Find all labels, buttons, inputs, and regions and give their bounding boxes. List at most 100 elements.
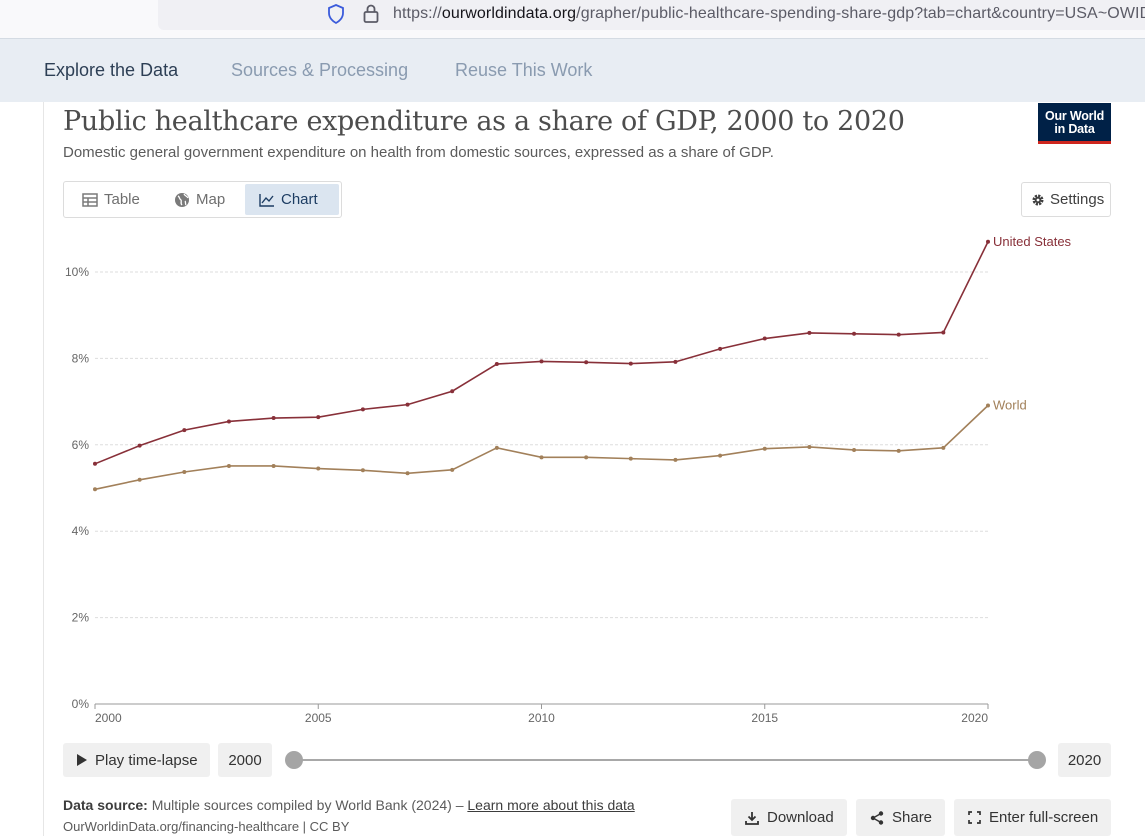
fullscreen-button[interactable]: Enter full-screen (954, 799, 1111, 836)
chart-series: United States World (93, 234, 1072, 492)
data-point-united-states-2012[interactable] (628, 361, 633, 366)
owid-logo[interactable]: Our World in Data (1038, 103, 1111, 144)
source-label: Data source: (63, 797, 148, 813)
series-label-united-states[interactable]: United States (993, 234, 1072, 249)
x-tick-label-2010: 2010 (528, 711, 555, 725)
url-text[interactable]: https://ourworldindata.org/grapher/publi… (393, 5, 1145, 22)
play-label: Play time-lapse (95, 751, 198, 769)
data-point-world-2005[interactable] (316, 466, 321, 471)
data-point-united-states-2016[interactable] (807, 330, 812, 335)
address-field[interactable]: https://ourworldindata.org/grapher/publi… (158, 0, 1145, 30)
data-point-united-states-2000[interactable] (93, 461, 97, 466)
shield-icon[interactable] (327, 4, 345, 24)
series-line-united-states[interactable] (94, 241, 989, 465)
series-line-world[interactable] (94, 404, 989, 491)
chart-title: Public healthcare expenditure as a share… (63, 106, 905, 137)
data-point-world-2014[interactable] (718, 453, 723, 458)
source-text: Multiple sources compiled by World Bank … (151, 797, 468, 813)
data-point-world-2000[interactable] (93, 487, 97, 492)
share-button[interactable]: Share (856, 799, 945, 836)
learn-more-link[interactable]: Learn more about this data (467, 797, 635, 813)
chart-subtitle: Domestic general government expenditure … (63, 144, 774, 161)
download-button[interactable]: Download (731, 799, 847, 836)
data-point-united-states-2015[interactable] (762, 336, 767, 341)
data-point-world-2004[interactable] (271, 463, 276, 468)
lock-icon[interactable] (362, 3, 380, 24)
data-point-world-2003[interactable] (226, 463, 231, 468)
data-point-world-2011[interactable] (584, 455, 589, 460)
play-timelapse-button[interactable]: Play time-lapse (63, 743, 210, 777)
x-tick-label-2020: 2020 (961, 711, 988, 725)
tab-chart[interactable]: Chart (245, 184, 339, 215)
data-point-world-2015[interactable] (762, 446, 767, 451)
data-point-united-states-2005[interactable] (316, 415, 321, 420)
data-point-united-states-2018[interactable] (896, 332, 901, 337)
page-tab-bar: Explore the Data Sources & Processing Re… (0, 38, 1145, 102)
x-tick-label-2015: 2015 (751, 711, 778, 725)
series-label-world[interactable]: World (993, 397, 1027, 412)
start-year-box[interactable]: 2000 (218, 743, 272, 777)
data-source: Data source: Multiple sources compiled b… (63, 797, 635, 813)
data-point-united-states-2007[interactable] (405, 402, 410, 407)
data-point-united-states-2009[interactable] (494, 362, 499, 367)
grapher-frame (43, 102, 1145, 836)
tab-chart-label: Chart (281, 191, 318, 208)
data-point-united-states-2003[interactable] (226, 419, 231, 424)
data-point-world-2007[interactable] (405, 471, 410, 476)
attribution: OurWorldinData.org/financing-healthcare … (63, 819, 350, 834)
data-point-united-states-2019[interactable] (941, 330, 946, 335)
chart-grid (95, 271, 988, 619)
chart-axes: 0% 2% 4% 6% 8% 10% 2000 2005 2010 2015 2020 (65, 265, 989, 725)
data-point-united-states-2001[interactable] (137, 443, 142, 448)
line-chart-icon (259, 193, 274, 207)
table-icon (82, 192, 98, 207)
data-point-world-2009[interactable] (494, 445, 499, 450)
data-point-united-states-2017[interactable] (852, 331, 857, 336)
timeline-slider-track[interactable] (294, 759, 1037, 761)
data-point-world-2017[interactable] (852, 447, 857, 452)
play-icon (77, 754, 87, 766)
y-tick-label-2: 2% (72, 611, 90, 625)
logo-line-1: Our World (1044, 109, 1105, 123)
fullscreen-label: Enter full-screen (989, 809, 1099, 826)
data-point-united-states-2004[interactable] (271, 416, 276, 421)
data-point-world-2020[interactable] (986, 403, 990, 408)
tab-map[interactable]: Map (160, 184, 239, 215)
x-tick-label-2000: 2000 (95, 711, 122, 725)
timeline-start-handle[interactable] (285, 751, 303, 769)
tab-table-label: Table (104, 191, 140, 208)
view-tab-group: Table Map Chart (63, 181, 342, 218)
tab-reuse-this-work[interactable]: Reuse This Work (455, 60, 593, 80)
y-tick-label-10: 10% (65, 265, 89, 279)
timeline-end-handle[interactable] (1028, 751, 1046, 769)
end-year-box[interactable]: 2020 (1058, 743, 1111, 777)
data-point-world-2001[interactable] (137, 477, 142, 482)
tab-explore-the-data[interactable]: Explore the Data (44, 60, 179, 80)
data-point-world-2006[interactable] (360, 468, 365, 473)
tab-sources-processing[interactable]: Sources & Processing (231, 60, 409, 80)
expand-icon (968, 811, 981, 824)
data-point-united-states-2011[interactable] (584, 360, 589, 365)
data-point-world-2008[interactable] (450, 467, 455, 472)
y-tick-label-8: 8% (72, 351, 90, 365)
data-point-world-2019[interactable] (941, 445, 946, 450)
data-point-united-states-2002[interactable] (182, 428, 187, 433)
data-point-united-states-2008[interactable] (450, 389, 455, 394)
download-icon (745, 811, 759, 825)
data-point-world-2016[interactable] (807, 444, 812, 449)
data-point-united-states-2014[interactable] (718, 346, 723, 351)
data-point-world-2013[interactable] (673, 457, 678, 462)
data-point-world-2010[interactable] (539, 455, 544, 460)
data-point-united-states-2006[interactable] (360, 407, 365, 412)
y-tick-label-4: 4% (72, 524, 90, 538)
line-chart: 0% 2% 4% 6% 8% 10% 2000 2005 2010 2015 2020 United… (65, 234, 1072, 725)
data-point-united-states-2010[interactable] (539, 359, 544, 364)
data-point-united-states-2013[interactable] (673, 359, 678, 364)
settings-button[interactable]: Settings (1021, 182, 1111, 217)
data-point-united-states-2020[interactable] (986, 239, 990, 244)
data-point-world-2018[interactable] (896, 448, 901, 453)
tab-table[interactable]: Table (68, 184, 154, 215)
logo-line-2: in Data (1054, 122, 1095, 136)
data-point-world-2012[interactable] (628, 456, 633, 461)
data-point-world-2002[interactable] (182, 470, 187, 475)
